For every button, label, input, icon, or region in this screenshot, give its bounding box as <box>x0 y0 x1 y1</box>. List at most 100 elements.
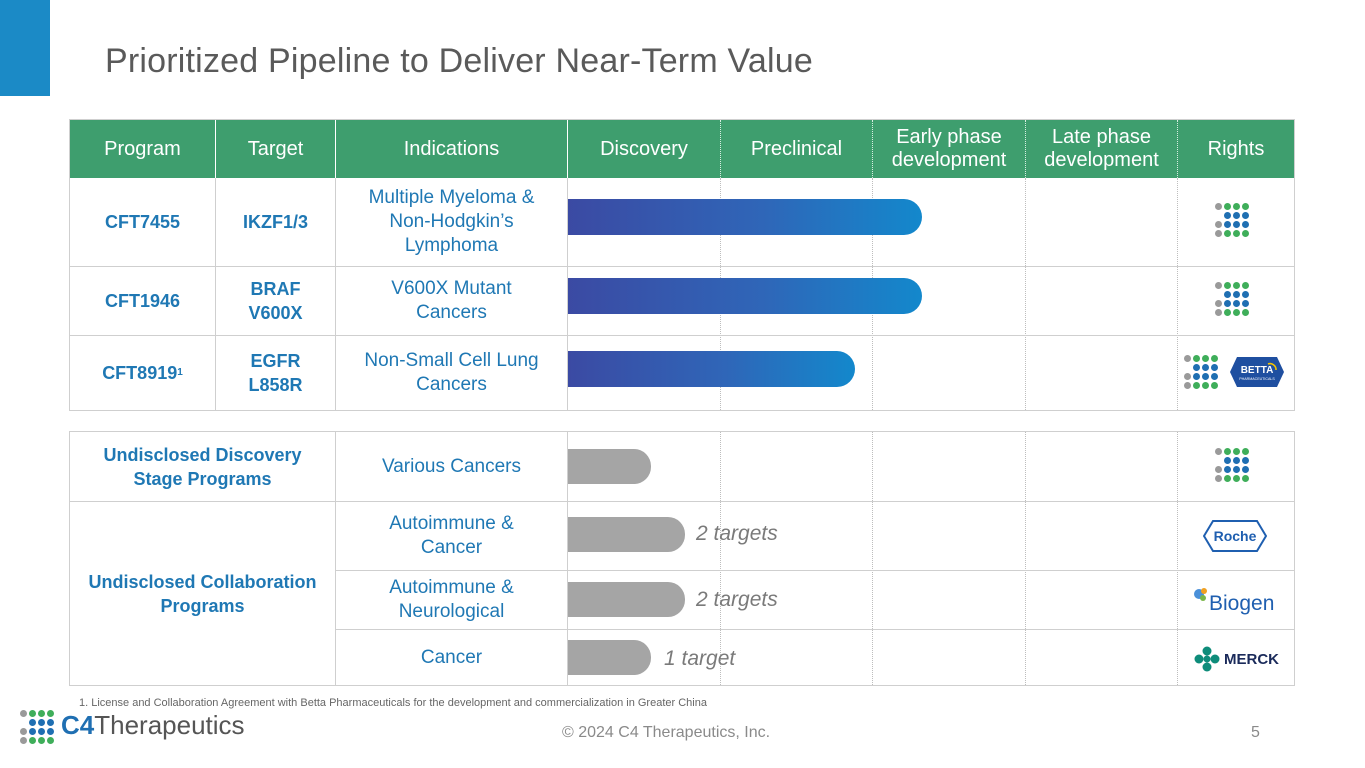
logo-dot <box>1215 212 1222 219</box>
row-divider <box>70 335 1294 336</box>
target-count: 2 targets <box>696 522 778 545</box>
target-count: 2 targets <box>696 588 778 611</box>
merck-logo: MERCK <box>1194 646 1280 677</box>
progress-bar <box>568 449 651 484</box>
row-divider <box>70 266 1294 267</box>
logo-dot <box>1242 282 1249 289</box>
row-divider <box>70 501 1294 502</box>
logo-dot <box>1202 373 1209 380</box>
stage-divider <box>872 432 873 685</box>
header-rights: Rights <box>1178 120 1294 178</box>
logo-dot <box>1215 203 1222 210</box>
divider <box>567 432 568 685</box>
logo-dot <box>1211 373 1218 380</box>
roche-text: Roche <box>1214 528 1257 544</box>
header-discovery: Discovery <box>568 120 721 178</box>
stage-divider <box>720 432 721 685</box>
logo-dot <box>1224 448 1231 455</box>
logo-dot <box>1242 466 1249 473</box>
accent-bar <box>0 0 50 96</box>
logo-dot <box>1215 282 1222 289</box>
logo-dot <box>1233 230 1240 237</box>
pipeline-table: Program Target Indications Discovery Pre… <box>69 119 1295 411</box>
logo-dot <box>1233 309 1240 316</box>
logo-dot <box>1233 291 1240 298</box>
program-indication: Non-Small Cell Lung Cancers <box>364 350 539 395</box>
brand-name: C4Therapeutics <box>61 710 245 741</box>
betta-sub-text: PHARMACEUTICALS <box>1239 377 1275 381</box>
c4-logo-icon <box>1215 203 1249 237</box>
c4-brand-icon <box>20 710 54 744</box>
logo-dot <box>1242 221 1249 228</box>
progress-bar <box>568 582 685 617</box>
logo-dot <box>47 719 54 726</box>
row-indication: Various Cancers <box>381 455 522 477</box>
logo-dot <box>29 710 36 717</box>
logo-dot <box>1224 212 1231 219</box>
row-indication: Autoimmune & Neurological <box>389 577 514 622</box>
logo-dot <box>20 710 27 717</box>
logo-dot <box>1215 448 1222 455</box>
logo-dot <box>1193 355 1200 362</box>
roche-logo: Roche <box>1202 519 1268 558</box>
logo-dot <box>29 737 36 744</box>
logo-dot <box>1242 457 1249 464</box>
program-name-text: CFT8919 <box>102 363 178 383</box>
logo-dot <box>1233 282 1240 289</box>
logo-dot <box>1184 355 1191 362</box>
logo-dot <box>1215 291 1222 298</box>
logo-dot <box>1233 448 1240 455</box>
page-title: Prioritized Pipeline to Deliver Near-Ter… <box>105 42 813 80</box>
stage-divider <box>1177 432 1178 685</box>
brand-c4: C4 <box>61 710 95 740</box>
row-indication: Cancer <box>420 646 483 668</box>
logo-dot <box>1184 373 1191 380</box>
progress-bar <box>568 640 651 675</box>
logo-dot <box>1242 212 1249 219</box>
logo-dot <box>1215 457 1222 464</box>
undisclosed-collab-label: Undisclosed Collaboration Programs <box>88 571 317 616</box>
program-indication: V600X Mutant Cancers <box>391 278 512 323</box>
divider <box>215 178 216 410</box>
logo-dot <box>1224 291 1231 298</box>
stage-divider <box>1025 178 1026 410</box>
logo-dot <box>1224 221 1231 228</box>
logo-dot <box>1233 300 1240 307</box>
logo-dot <box>1233 203 1240 210</box>
c4-logo-icon <box>1184 355 1218 389</box>
program-target: IKZF1/3 <box>242 212 308 232</box>
header-late-phase: Late phase development <box>1026 120 1178 178</box>
header-indications: Indications <box>336 120 568 178</box>
progress-bar <box>568 278 922 314</box>
logo-dot <box>20 728 27 735</box>
page-number: 5 <box>1251 724 1260 741</box>
logo-dot <box>29 728 36 735</box>
logo-dot <box>1242 309 1249 316</box>
copyright: © 2024 C4 Therapeutics, Inc. <box>562 724 771 741</box>
target-count: 1 target <box>664 647 736 670</box>
logo-dot <box>20 737 27 744</box>
logo-dot <box>1193 382 1200 389</box>
logo-dot <box>1215 309 1222 316</box>
logo-dot <box>1202 364 1209 371</box>
logo-dot <box>1242 448 1249 455</box>
progress-bar <box>568 199 922 235</box>
logo-dot <box>1224 309 1231 316</box>
logo-dot <box>1202 382 1209 389</box>
logo-dot <box>1242 203 1249 210</box>
program-name: CFT8919 1 <box>70 336 215 410</box>
logo-dot <box>1224 300 1231 307</box>
program-target: EGFR L858R <box>248 351 303 395</box>
logo-dot <box>47 728 54 735</box>
stage-divider <box>1177 178 1178 410</box>
undisclosed-discovery-label: Undisclosed Discovery Stage Programs <box>103 444 302 489</box>
logo-dot <box>38 728 45 735</box>
logo-dot <box>1224 466 1231 473</box>
logo-dot <box>1224 475 1231 482</box>
logo-dot <box>1184 364 1191 371</box>
brand-therapeutics: Therapeutics <box>94 710 245 740</box>
logo-dot <box>1193 364 1200 371</box>
logo-dot <box>1242 300 1249 307</box>
logo-dot <box>1233 212 1240 219</box>
progress-bar <box>568 517 685 552</box>
